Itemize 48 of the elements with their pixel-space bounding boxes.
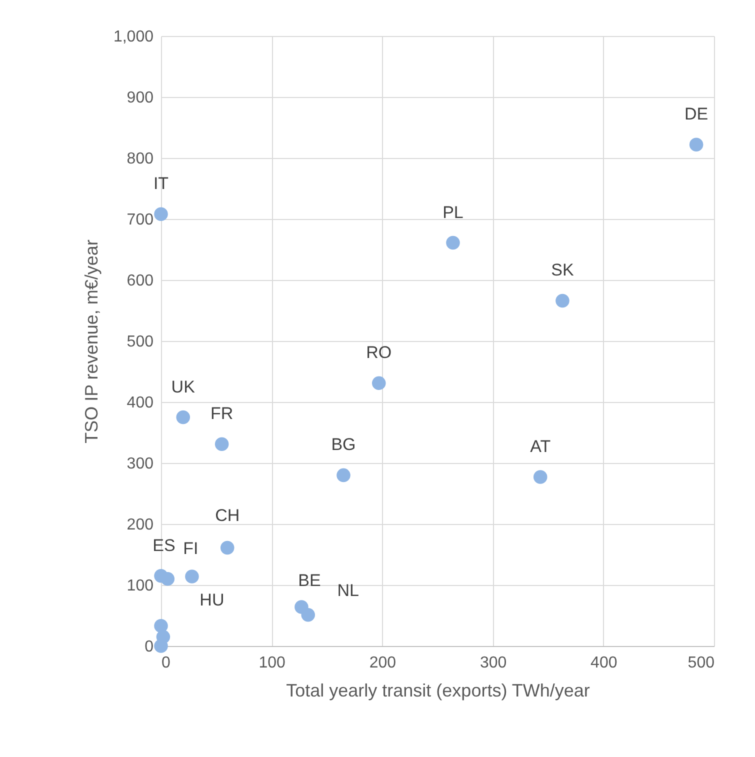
annotation: BE — [298, 570, 321, 590]
annotation: HU — [200, 590, 224, 610]
annotation: PL — [442, 202, 464, 222]
annotation: RO — [366, 343, 392, 362]
y-tick-label: 900 — [126, 90, 154, 106]
x-tick-label: 200 — [369, 654, 396, 672]
point — [160, 572, 175, 586]
y-tick-label: 700 — [126, 212, 154, 228]
y-tick-label: 400 — [126, 394, 154, 412]
annotation: BG — [331, 435, 356, 454]
point — [176, 410, 190, 424]
y-tick-label: 500 — [126, 334, 154, 350]
y-tick-label: 0 — [144, 638, 154, 656]
annotation: DE — [684, 104, 708, 124]
point — [220, 540, 234, 555]
x-tick-label: 300 — [480, 654, 507, 672]
annotation: FR — [210, 404, 234, 424]
point — [533, 470, 548, 484]
annotation: FI — [183, 538, 198, 558]
point — [154, 207, 168, 221]
annotation: AT — [530, 437, 551, 456]
y-tick-label: 200 — [126, 516, 154, 534]
x-axis-title: Total yearly transit (exports) TWh/year — [286, 680, 590, 700]
x-tick-label: 0 — [162, 654, 170, 672]
y-tick-label: 600 — [126, 272, 154, 290]
x-tick-label: 500 — [688, 654, 715, 672]
annotation: IT — [153, 174, 169, 194]
point — [185, 570, 199, 584]
annotation: SK — [551, 260, 574, 280]
x-tick-label: 400 — [590, 654, 618, 672]
annotation: NL — [337, 580, 359, 600]
point — [689, 138, 704, 152]
point — [301, 608, 315, 622]
y-tick-label: 800 — [126, 150, 154, 168]
annotation: ES — [152, 536, 176, 555]
y-axis-title: TSO IP revenue, m€/year — [81, 240, 102, 444]
point — [446, 236, 460, 250]
y-tick-label: 100 — [126, 578, 154, 594]
x-tick-label: 100 — [258, 654, 286, 672]
point — [372, 376, 386, 390]
point — [556, 294, 570, 308]
y-tick-label: 1,000 — [113, 28, 154, 46]
annotation: CH — [215, 506, 240, 525]
point — [336, 468, 350, 482]
point — [154, 639, 168, 653]
point — [214, 437, 229, 451]
y-tick-label: 300 — [126, 456, 154, 472]
annotation: UK — [171, 377, 196, 396]
